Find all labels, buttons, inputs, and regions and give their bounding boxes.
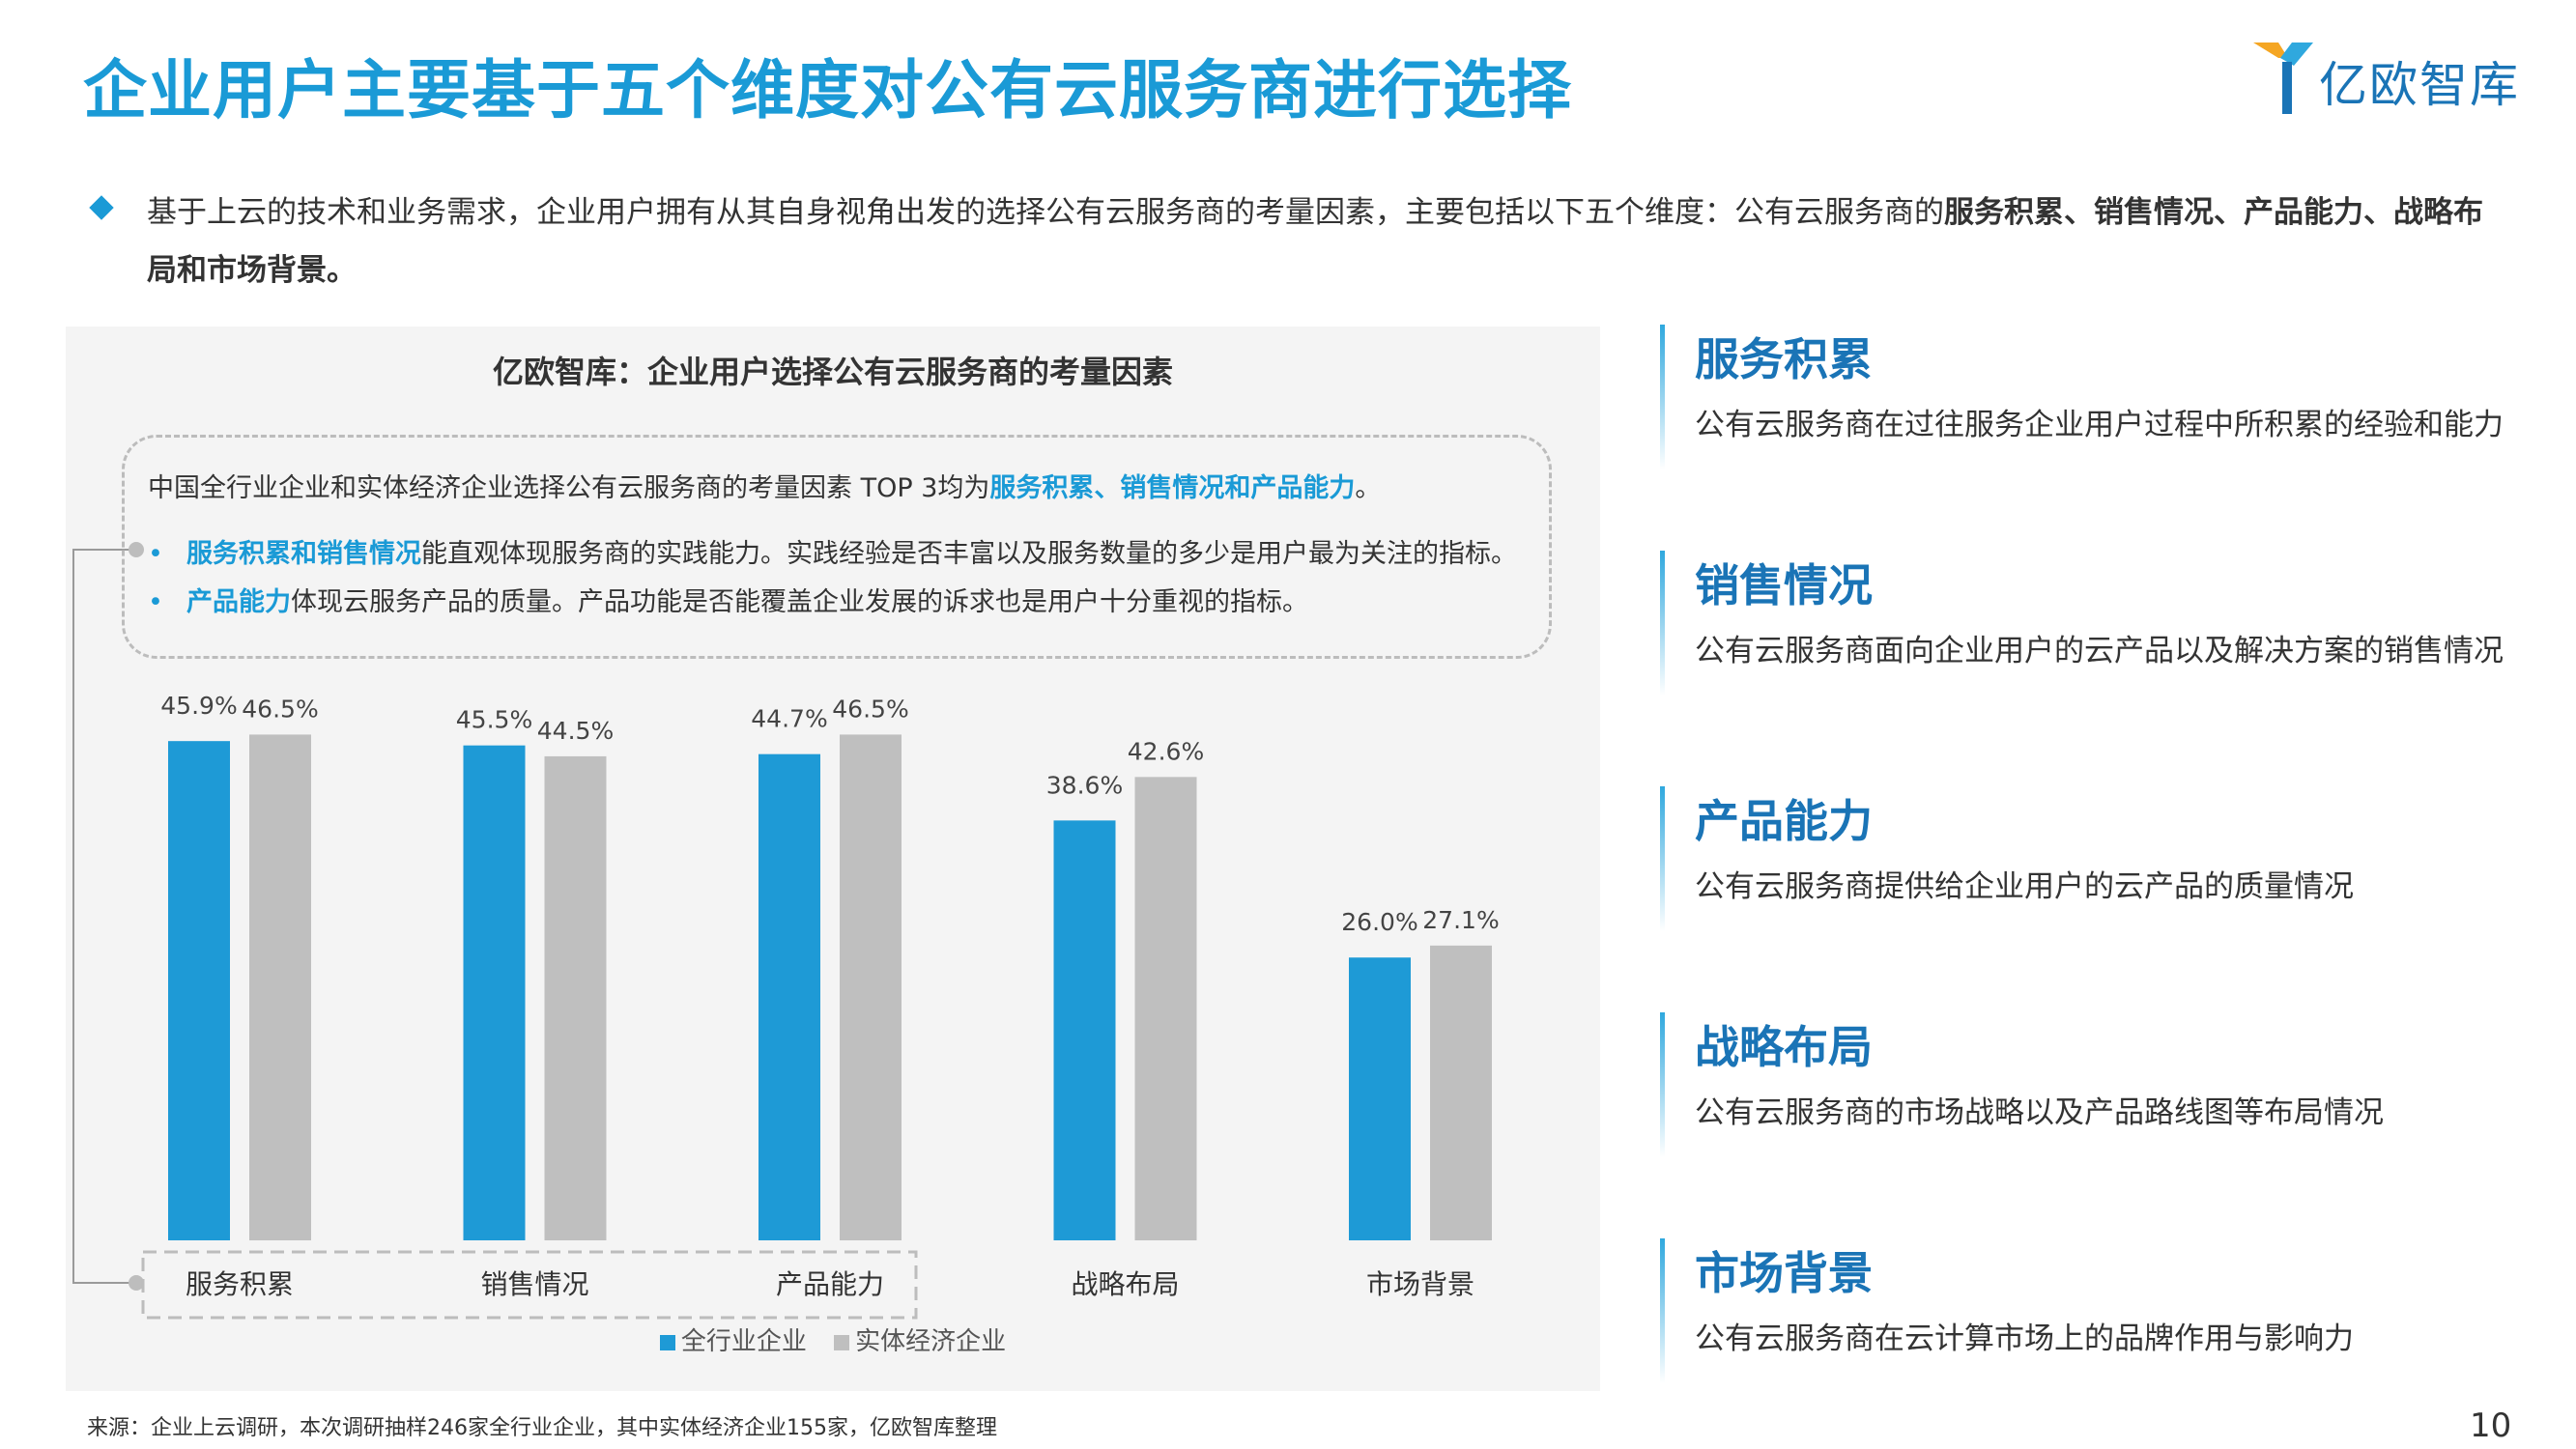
bar bbox=[1430, 945, 1492, 1240]
x-tick-label: 服务积累 bbox=[186, 1268, 294, 1300]
dimension-title: 服务积累 bbox=[1695, 333, 1873, 385]
dimension-desc: 公有云服务商在过往服务企业用户过程中所积累的经验和能力 bbox=[1695, 408, 2504, 442]
yiou-logo-icon bbox=[2253, 43, 2313, 114]
intro-paragraph: 基于上云的技术和业务需求，企业用户拥有从其自身视角出发的选择公有云服务商的考量因… bbox=[87, 184, 2503, 299]
legend-entry: 实体经济企业 bbox=[834, 1321, 1006, 1357]
chart-legend: 全行业企业 实体经济企业 bbox=[66, 1321, 1600, 1357]
data-label: 26.0% bbox=[1341, 908, 1417, 936]
diamond-bullet-icon bbox=[89, 195, 114, 220]
dimension-title: 市场背景 bbox=[1695, 1247, 1873, 1299]
dimension-title: 产品能力 bbox=[1695, 795, 1873, 847]
connector-dot bbox=[129, 1275, 144, 1291]
bar bbox=[249, 734, 311, 1240]
legend-label: 实体经济企业 bbox=[855, 1327, 1007, 1356]
bar bbox=[544, 755, 607, 1240]
data-label: 42.6% bbox=[1128, 737, 1204, 765]
bar bbox=[463, 745, 526, 1240]
bar bbox=[1134, 777, 1197, 1240]
callout-item-highlight: 产品能力 bbox=[186, 587, 291, 617]
chart-title: 亿欧智库：企业用户选择公有云服务商的考量因素 bbox=[492, 354, 1173, 390]
dimension-item: 产品能力 公有云服务商提供给企业用户的云产品的质量情况 bbox=[1660, 786, 2530, 931]
dimension-desc: 公有云服务商的市场战略以及产品路线图等布局情况 bbox=[1695, 1095, 2384, 1130]
page-number: 10 bbox=[2470, 1406, 2512, 1445]
callout-lead: 中国全行业企业和实体经济企业选择公有云服务商的考量因素 TOP 3均为服务积累、… bbox=[148, 467, 1381, 504]
yiou-logo: 亿欧智库 bbox=[2249, 37, 2530, 118]
bar bbox=[168, 741, 230, 1240]
logo-text: 亿欧智库 bbox=[2319, 57, 2520, 113]
top3-highlight-box bbox=[141, 1250, 918, 1320]
page-title: 企业用户主要基于五个维度对公有云服务商进行选择 bbox=[83, 53, 1572, 128]
callout-bullet: • bbox=[148, 539, 163, 569]
data-label: 46.5% bbox=[242, 695, 318, 723]
dimension-rule bbox=[1660, 325, 1665, 469]
dimension-rule bbox=[1660, 1238, 1665, 1383]
x-tick-label: 战略布局 bbox=[1071, 1268, 1179, 1300]
dimension-rule bbox=[1660, 551, 1665, 696]
x-tick-label: 销售情况 bbox=[480, 1268, 588, 1300]
dimension-desc: 公有云服务商在云计算市场上的品牌作用与影响力 bbox=[1695, 1321, 2354, 1356]
callout-item-text: 体现云服务产品的质量。产品功能是否能覆盖企业发展的诉求也是用户十分重视的指标。 bbox=[291, 587, 1308, 617]
intro-text-plain: 基于上云的技术和业务需求，企业用户拥有从其自身视角出发的选择公有云服务商的考量因… bbox=[147, 195, 1944, 230]
dimension-title: 战略布局 bbox=[1695, 1021, 1873, 1073]
dimension-title: 销售情况 bbox=[1695, 559, 1873, 611]
callout-item: • 服务积累和销售情况能直观体现服务商的实践能力。实践经验是否丰富以及服务数量的多… bbox=[148, 532, 1517, 570]
data-label: 27.1% bbox=[1422, 906, 1499, 934]
callout-connector-line bbox=[72, 549, 136, 1284]
legend-swatch bbox=[834, 1334, 850, 1350]
legend-label: 全行业企业 bbox=[680, 1327, 807, 1356]
dimension-rule bbox=[1660, 786, 1665, 931]
data-label: 44.5% bbox=[537, 717, 614, 745]
dimension-rule bbox=[1660, 1012, 1665, 1157]
bar bbox=[840, 734, 902, 1240]
x-tick-label: 市场背景 bbox=[1366, 1268, 1474, 1300]
dimension-item: 销售情况 公有云服务商面向企业用户的云产品以及解决方案的销售情况 bbox=[1660, 551, 2530, 696]
dimension-item: 战略布局 公有云服务商的市场战略以及产品路线图等布局情况 bbox=[1660, 1012, 2530, 1157]
data-label: 45.9% bbox=[160, 692, 237, 720]
legend-entry: 全行业企业 bbox=[659, 1321, 807, 1357]
callout-item: • 产品能力体现云服务产品的质量。产品功能是否能覆盖企业发展的诉求也是用户十分重视… bbox=[148, 581, 1308, 618]
dimension-item: 市场背景 公有云服务商在云计算市场上的品牌作用与影响力 bbox=[1660, 1238, 2530, 1383]
callout-lead-highlight: 服务积累、销售情况和产品能力 bbox=[989, 473, 1356, 503]
bar bbox=[758, 753, 820, 1240]
bar bbox=[1349, 957, 1411, 1240]
data-label: 45.5% bbox=[456, 706, 532, 734]
callout-box: 中国全行业企业和实体经济企业选择公有云服务商的考量因素 TOP 3均为服务积累、… bbox=[122, 435, 1552, 659]
data-label: 44.7% bbox=[751, 705, 827, 733]
connector-dot bbox=[129, 542, 144, 557]
intro-text-bold: 服务积累、销售情况、产品能力、战略布局和市场背景。 bbox=[147, 195, 2483, 288]
bar bbox=[1053, 820, 1116, 1240]
source-note: 来源：企业上云调研，本次调研抽样246家全行业企业，其中实体经济企业155家，亿… bbox=[87, 1416, 997, 1440]
data-label: 46.5% bbox=[832, 695, 908, 723]
intro-text: 基于上云的技术和业务需求，企业用户拥有从其自身视角出发的选择公有云服务商的考量因… bbox=[147, 184, 2503, 299]
dimension-desc: 公有云服务商提供给企业用户的云产品的质量情况 bbox=[1695, 869, 2354, 904]
chart-panel: 45.9% 46.5% 服务积累 45.5% 44.5% 销售情况 44.7% 46.5% 产品… bbox=[66, 327, 1600, 1391]
callout-item-highlight: 服务积累和销售情况 bbox=[186, 539, 421, 569]
callout-item-text: 能直观体现服务商的实践能力。实践经验是否丰富以及服务数量的多少是用户最为关注的指… bbox=[421, 539, 1517, 569]
callout-lead-end: 。 bbox=[1355, 473, 1382, 503]
data-label: 38.6% bbox=[1046, 771, 1123, 799]
callout-lead-plain: 中国全行业企业和实体经济企业选择公有云服务商的考量因素 TOP 3均为 bbox=[148, 473, 990, 503]
dimension-item: 服务积累 公有云服务商在过往服务企业用户过程中所积累的经验和能力 bbox=[1660, 325, 2530, 469]
callout-bullet: • bbox=[148, 587, 163, 617]
legend-swatch bbox=[659, 1334, 675, 1350]
x-tick-label: 产品能力 bbox=[776, 1268, 884, 1300]
dimension-desc: 公有云服务商面向企业用户的云产品以及解决方案的销售情况 bbox=[1695, 634, 2504, 668]
